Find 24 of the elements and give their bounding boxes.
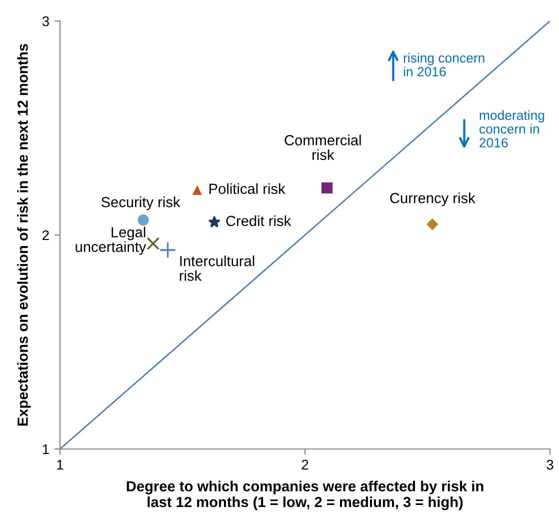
y-tick-label: 1 bbox=[42, 444, 49, 454]
point bbox=[192, 185, 202, 195]
y-tick-label: 2 bbox=[42, 230, 49, 240]
x-tick-label: 3 bbox=[546, 460, 554, 470]
point bbox=[138, 214, 149, 226]
x-tick-label: 1 bbox=[57, 460, 64, 470]
point bbox=[208, 216, 220, 228]
x-axis-title: Degree to which companies were affected by risk in last 12 months (1 = low, 2 = medium, 3 = high) bbox=[126, 480, 484, 510]
point bbox=[146, 237, 160, 250]
series-label: Intercultural risk bbox=[180, 256, 254, 281]
x-tick-label: 2 bbox=[302, 460, 308, 470]
y-tick-label: 3 bbox=[42, 16, 49, 26]
series-label: Currency risk bbox=[390, 192, 476, 206]
series-label: Legal uncertainty bbox=[76, 226, 146, 255]
y-axis-title: Expectations on evolution of risk in the next 12 months bbox=[17, 44, 31, 426]
annotation: moderating concern in 2016 bbox=[480, 110, 544, 148]
point bbox=[159, 242, 176, 258]
point bbox=[321, 182, 333, 194]
series-label: Credit risk bbox=[226, 215, 292, 226]
series-label: Security risk bbox=[101, 196, 180, 210]
series-label: Political risk bbox=[210, 183, 286, 194]
text: Commercial risk bbox=[284, 134, 361, 160]
annotation: rising concern in 2016 bbox=[404, 52, 484, 76]
point bbox=[426, 218, 438, 230]
